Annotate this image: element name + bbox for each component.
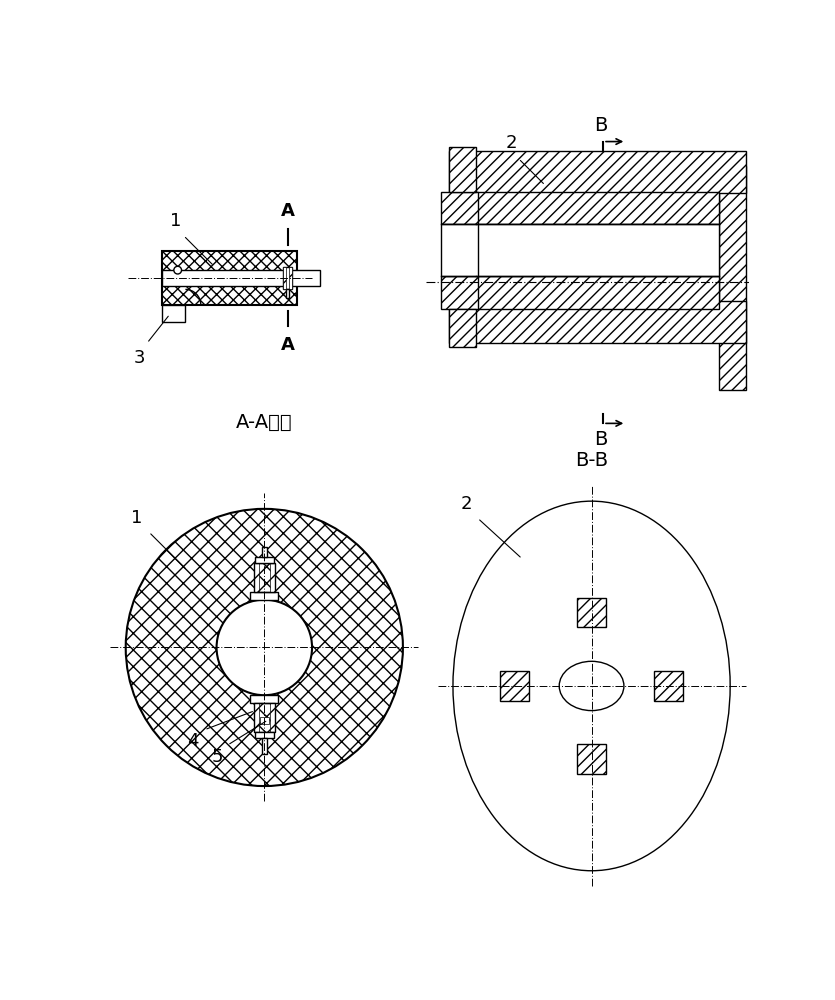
Bar — [449, 301, 746, 343]
Bar — [254, 563, 259, 592]
Bar — [476, 276, 719, 309]
Bar — [254, 703, 275, 732]
Bar — [254, 703, 259, 732]
Circle shape — [126, 509, 403, 786]
Bar — [260, 717, 269, 724]
Bar — [283, 267, 292, 289]
Bar — [262, 547, 266, 557]
Bar — [577, 744, 606, 774]
Circle shape — [174, 266, 181, 274]
Bar — [476, 192, 719, 224]
Text: 2: 2 — [461, 495, 473, 513]
Text: A-A放大: A-A放大 — [236, 413, 292, 432]
Text: 2: 2 — [506, 134, 517, 152]
Text: 3: 3 — [134, 349, 145, 367]
Bar — [162, 305, 185, 322]
Bar — [250, 695, 278, 703]
Bar — [449, 309, 476, 347]
Text: B-B: B-B — [575, 451, 608, 470]
Bar — [290, 267, 292, 289]
Bar — [476, 224, 719, 276]
Bar — [162, 251, 297, 305]
Bar — [270, 703, 275, 732]
Text: 1: 1 — [170, 212, 181, 230]
Circle shape — [216, 600, 312, 695]
Bar — [449, 147, 476, 192]
Bar — [442, 192, 478, 224]
Bar — [449, 151, 746, 193]
Bar — [255, 732, 274, 738]
Bar — [286, 289, 290, 298]
Text: 4: 4 — [187, 732, 199, 750]
Text: A: A — [281, 202, 295, 220]
Bar — [250, 592, 278, 600]
Bar — [577, 598, 606, 627]
Bar — [283, 267, 286, 289]
Bar — [442, 276, 478, 309]
Ellipse shape — [559, 661, 624, 711]
Ellipse shape — [453, 501, 730, 871]
Bar — [262, 738, 266, 754]
Text: 1: 1 — [131, 509, 143, 527]
Bar — [500, 671, 529, 701]
Bar — [442, 224, 478, 276]
Text: A: A — [281, 336, 295, 354]
Bar — [254, 563, 275, 592]
Text: B: B — [595, 430, 608, 449]
Bar — [654, 671, 683, 701]
Text: 5: 5 — [211, 748, 223, 766]
Bar — [270, 563, 275, 592]
Bar — [255, 557, 274, 563]
Text: B: B — [595, 116, 608, 135]
Bar — [719, 166, 746, 389]
Bar — [162, 270, 320, 286]
